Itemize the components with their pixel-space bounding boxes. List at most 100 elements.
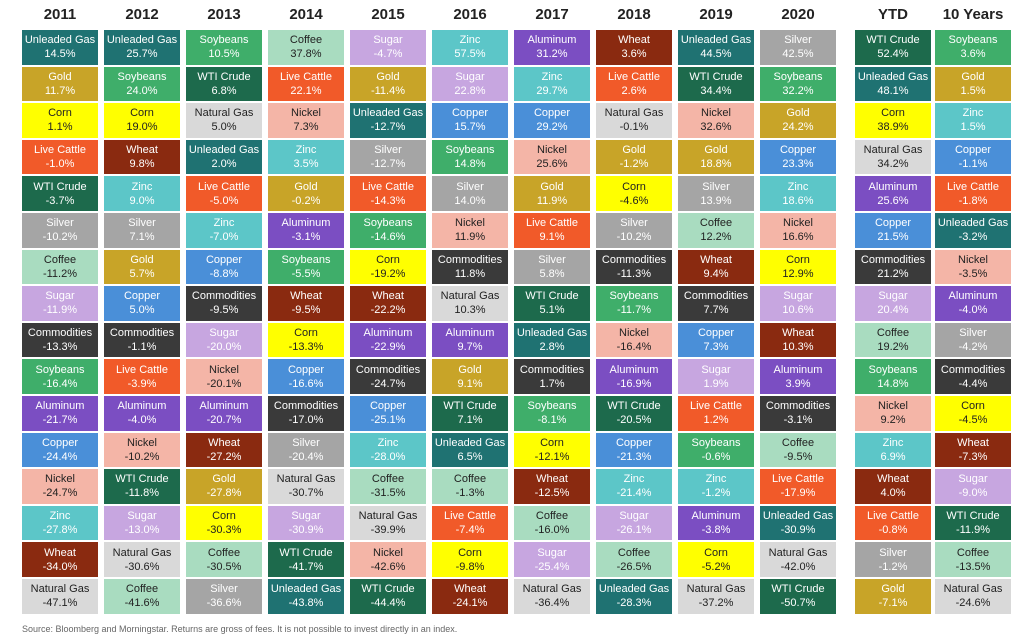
cell: Silver 13.9% [678, 176, 754, 211]
cell: Soybeans 3.6% [935, 30, 1011, 65]
cell: Sugar -30.9% [268, 505, 344, 541]
commodity-name: Corn [540, 436, 564, 449]
cell: Zinc 1.5% [935, 103, 1011, 138]
commodity-name: Nickel [45, 473, 75, 486]
cell: Gold -27.8% [186, 469, 262, 504]
commodity-name: Unleaded Gas [434, 436, 506, 449]
commodity-name: WTI Crude [115, 473, 169, 486]
commodity-name: Wheat [700, 253, 732, 266]
return-value: 6.5% [457, 450, 483, 463]
commodity-name: Copper [205, 253, 243, 266]
commodity-name: Soybeans [691, 436, 741, 449]
cell: Unleaded Gas -30.9% [760, 505, 836, 541]
cell: Corn -9.8% [432, 542, 508, 577]
commodity-name: Unleaded Gas [270, 583, 342, 596]
return-value: -24.1% [452, 597, 488, 610]
cell: Sugar -4.7% [350, 30, 426, 65]
commodity-name: Live Cattle [608, 70, 660, 83]
commodity-name: Commodities [860, 253, 926, 266]
return-value: 14.8% [454, 158, 486, 171]
return-value: -28.3% [616, 597, 652, 610]
cell: Corn -12.1% [514, 432, 590, 468]
cell: Coffee 12.2% [678, 213, 754, 248]
commodity-name: Unleaded Gas [680, 34, 752, 47]
return-value: 16.6% [782, 231, 814, 244]
return-value: -43.8% [288, 597, 324, 610]
cell: Wheat -24.1% [432, 579, 508, 614]
return-value: -13.5% [955, 560, 991, 573]
commodity-name: Unleaded Gas [24, 34, 96, 47]
cell: Sugar 20.4% [855, 286, 931, 321]
commodity-name: Sugar [783, 290, 813, 303]
commodity-name: Silver [959, 327, 987, 340]
return-value: -16.6% [288, 377, 324, 390]
return-value: 25.7% [126, 48, 158, 61]
cell: Zinc 57.5% [432, 30, 508, 65]
commodity-name: Coffee [699, 217, 733, 230]
cell: Unleaded Gas -3.2% [935, 213, 1011, 248]
return-value: 11.7% [44, 84, 76, 97]
return-value: 5.0% [129, 304, 155, 317]
return-value: 14.0% [454, 194, 486, 207]
return-value: 1.1% [47, 121, 73, 134]
return-value: 1.5% [960, 121, 986, 134]
cell: Silver 7.1% [104, 213, 180, 248]
commodity-name: Sugar [209, 327, 239, 340]
return-value: -7.0% [209, 231, 239, 244]
commodity-name: Commodities [273, 400, 339, 413]
return-value: 15.7% [454, 121, 486, 134]
return-value: -28.0% [370, 450, 406, 463]
return-value: -4.6% [619, 194, 649, 207]
cell: Copper 23.3% [760, 139, 836, 175]
source-note: Source: Bloomberg and Morningstar. Retur… [22, 624, 458, 634]
commodity-name: Soybeans [363, 217, 413, 230]
cell: Soybeans -8.1% [514, 396, 590, 431]
commodity-name: WTI Crude [361, 583, 415, 596]
cell: Wheat -27.2% [186, 432, 262, 468]
commodity-name: Wheat [290, 290, 322, 303]
return-value: -9.5% [783, 450, 813, 463]
commodity-name: Natural Gas [686, 583, 746, 596]
return-value: -17.9% [780, 487, 816, 500]
commodity-name: Unleaded Gas [857, 70, 929, 83]
return-value: -22.2% [370, 304, 406, 317]
return-value: -11.9% [42, 304, 78, 317]
return-value: -30.5% [206, 560, 242, 573]
commodity-name: Live Cattle [362, 180, 414, 193]
return-value: -3.8% [701, 524, 731, 537]
return-value: -4.0% [958, 304, 988, 317]
cell: Corn 38.9% [855, 103, 931, 138]
return-value: -20.1% [206, 377, 242, 390]
cell: Commodities -24.7% [350, 359, 426, 394]
commodity-name: Corn [458, 546, 482, 559]
return-value: -11.7% [616, 304, 652, 317]
return-value: -8.1% [537, 414, 567, 427]
commodity-name: Copper [779, 144, 817, 157]
cell: Copper 29.2% [514, 103, 590, 138]
cell: Wheat -7.3% [935, 432, 1011, 468]
return-value: -8.8% [209, 267, 239, 280]
cell: Aluminum -3.8% [678, 505, 754, 541]
return-value: -30.3% [206, 524, 242, 537]
cell: Live Cattle -14.3% [350, 176, 426, 211]
cell: Natural Gas -24.6% [935, 579, 1011, 614]
return-value: -4.5% [958, 414, 988, 427]
return-value: -14.3% [370, 194, 406, 207]
cell: Gold 24.2% [760, 103, 836, 138]
return-value: -3.1% [783, 414, 813, 427]
commodity-name: Unleaded Gas [106, 34, 178, 47]
return-value: 25.6% [877, 194, 909, 207]
commodity-name: Zinc [377, 436, 399, 449]
return-value: -30.9% [288, 524, 324, 537]
return-value: -42.0% [780, 560, 816, 573]
return-value: -20.4% [288, 450, 324, 463]
commodity-name: Gold [212, 473, 236, 486]
return-value: -21.3% [616, 450, 652, 463]
return-value: 10.5% [208, 48, 240, 61]
commodity-name: WTI Crude [33, 180, 87, 193]
commodity-name: Coffee [535, 510, 569, 523]
return-value: 24.2% [782, 121, 814, 134]
return-value: 1.2% [703, 414, 729, 427]
return-value: -3.5% [958, 267, 988, 280]
cell: Commodities 11.8% [432, 249, 508, 285]
